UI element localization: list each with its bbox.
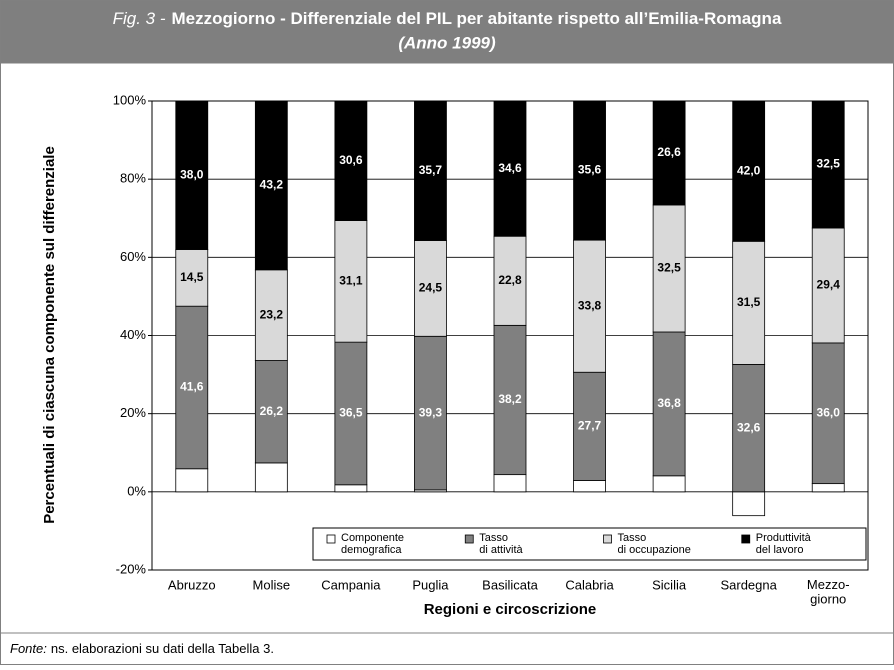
value-label: 34,6 [498,161,522,175]
value-label: 35,6 [578,163,602,177]
x-tick-label: Mezzo-giorno [807,577,850,606]
bar-segment [414,240,447,337]
legend-swatch [326,534,336,544]
bar-segment [732,240,766,365]
plot-border [151,100,869,571]
value-label: 31,1 [339,274,363,288]
y-tick-label: 40% [120,327,146,342]
bar-segment [573,101,606,241]
x-tick-label: Sardegna [720,577,777,592]
legend-box [312,527,867,561]
legend-swatch [603,534,612,544]
bar-segment [732,364,766,493]
value-label: 35,7 [419,163,443,177]
bar-segment [573,371,606,481]
y-axis-title: Percentuali di ciascuna componente sul d… [41,146,58,524]
bar-segment [414,335,447,491]
x-axis-title: Regioni e circoscrizione [424,601,597,618]
x-tick-label: Sicilia [652,577,687,592]
title-line: Fig. 3 - Mezzogiorno - Differenziale del … [113,9,782,28]
bar-segment [573,239,606,373]
value-label: 41,6 [180,380,204,394]
title-banner [0,0,894,64]
value-label: 30,6 [339,153,363,167]
bar-segment [175,468,209,493]
value-label: 24,5 [419,281,443,295]
value-label: 36,8 [657,396,681,410]
chart-title: Mezzogiorno - Differenziale del PIL per … [172,9,782,28]
value-label: 32,6 [737,420,761,434]
value-label: 29,4 [817,278,841,292]
bar-segment [493,474,527,493]
bar-segment [334,101,368,221]
x-tick-label: Basilicata [482,577,538,592]
bar-segment [175,305,209,470]
bar-segment [175,101,209,250]
value-label: 36,0 [817,405,841,419]
x-tick-label: Abruzzo [168,577,216,592]
bar-segment [573,480,606,493]
value-label: 43,2 [260,178,284,192]
source-label: Fonte: [10,641,47,656]
value-label: 26,2 [260,404,284,418]
y-tick-label: -20% [116,561,147,576]
bar-segment [652,475,686,493]
chart-subtitle: (Anno 1999) [398,33,496,52]
bar-segment [493,101,527,237]
bar-segment [414,101,447,241]
source-note: Fonte: ns. elaborazioni su dati della Tab… [10,641,274,656]
y-tick-label: 100% [113,92,147,107]
x-tick-label: Puglia [412,577,449,592]
bars [152,101,868,570]
value-label: 38,2 [498,392,522,406]
bar-segment [334,341,368,486]
value-label: 42,0 [737,163,761,177]
bar-segment [811,227,845,344]
y-tick-label: 20% [120,405,146,420]
bar-segment [732,101,766,242]
bar-segment [334,484,368,493]
bar-segment [811,483,845,493]
x-tick-label: Molise [253,577,291,592]
value-label: 27,7 [578,419,602,433]
bar-segment [254,360,288,464]
legend-label: Produttività del lavoro [756,532,812,556]
bar-segment [652,101,686,206]
legend-swatch [741,534,751,544]
value-label: 39,3 [419,405,443,419]
legend-swatch [464,534,474,544]
bar-segment [732,491,766,517]
y-tick-label: 80% [120,171,146,186]
bar-segment [493,324,527,476]
bar-segment [652,331,686,477]
x-tick-label: Campania [321,577,381,592]
bar-segment [254,462,288,493]
value-label: 22,8 [498,273,522,287]
value-label: 31,5 [737,295,761,309]
bar-segment [334,220,368,343]
y-tick-label: 60% [120,249,146,264]
legend-label: Componente demografica [341,532,404,556]
bar-segment [811,101,845,229]
value-label: 33,8 [578,298,602,312]
value-label: 38,0 [180,167,204,181]
figure-label: Fig. 3 - [113,9,166,28]
x-tick-label: Calabria [565,577,614,592]
y-tick-label: 0% [127,483,146,498]
value-label: 14,5 [180,270,204,284]
bar-segment [811,342,845,485]
bar-segment [254,101,288,271]
value-label: 36,5 [339,406,363,420]
legend-label: Tasso di occupazione [618,532,691,556]
value-label: 32,5 [817,157,841,171]
bar-segment [175,249,209,307]
legend-label: Tasso di attività [479,532,523,556]
value-label: 26,6 [657,145,681,159]
source-text: ns. elaborazioni su dati della Tabella 3… [51,641,274,656]
bar-segment [493,235,527,326]
value-label: 23,2 [260,307,284,321]
value-label: 32,5 [657,261,681,275]
